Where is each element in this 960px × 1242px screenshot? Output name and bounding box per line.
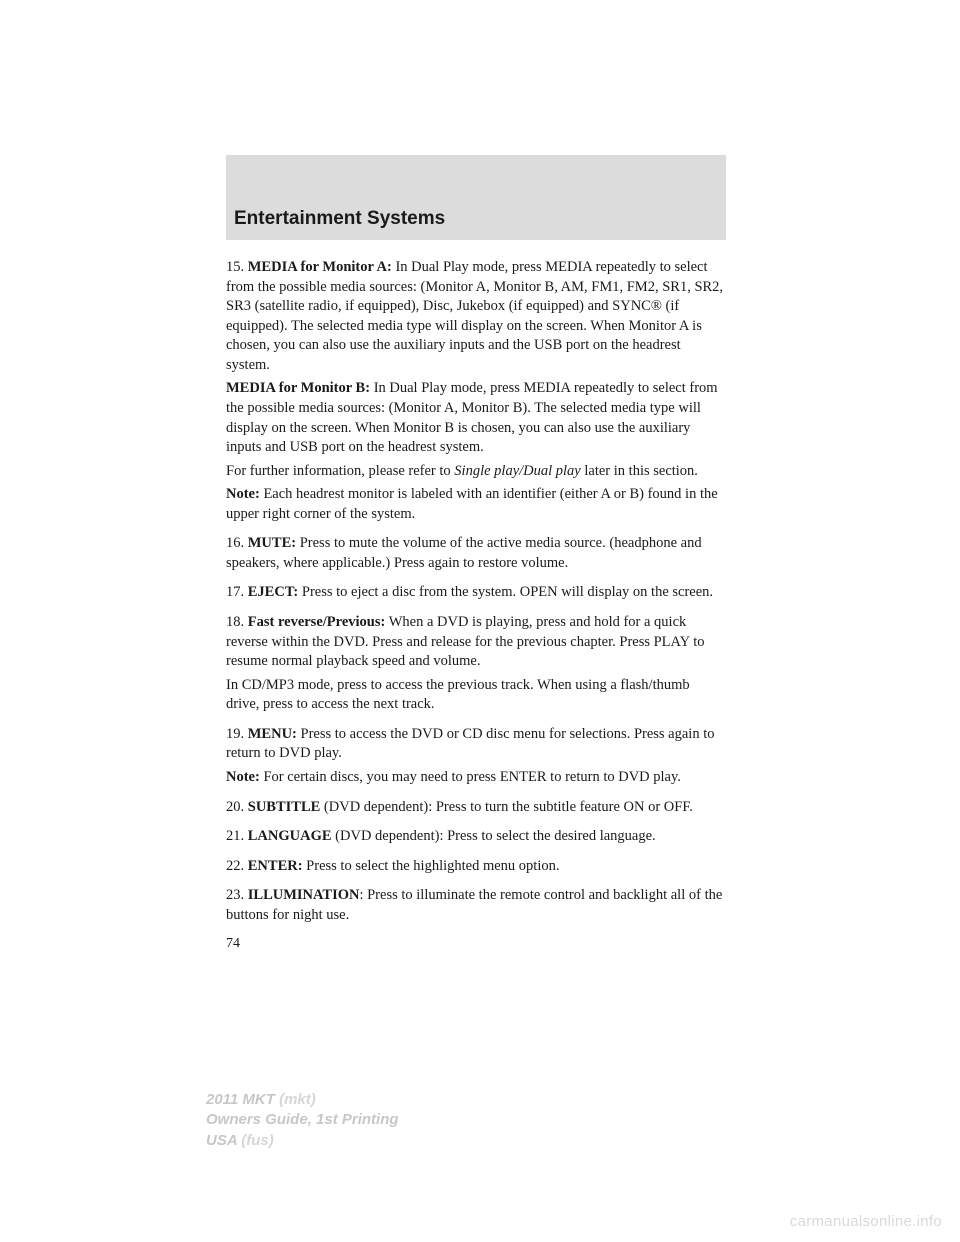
note-label-19: Note:: [226, 769, 260, 785]
text-menu: Press to access the DVD or CD disc menu …: [226, 726, 715, 762]
item-18-fast-reverse: 18. Fast reverse/Previous: When a DVD is…: [226, 613, 726, 672]
item-15-monitor-a: 15. MEDIA for Monitor A: In Dual Play mo…: [226, 258, 726, 375]
watermark-text: carmanualsonline.info: [790, 1213, 942, 1230]
label-fast-reverse: Fast reverse/Previous:: [248, 614, 386, 630]
label-media-monitor-a: MEDIA for Monitor A:: [248, 259, 392, 275]
footer-line-2: Owners Guide, 1st Printing: [206, 1110, 399, 1130]
text-language: (DVD dependent): Press to select the des…: [332, 828, 656, 844]
ref-single-dual-play: Single play/Dual play: [454, 463, 580, 479]
note-text-enter: For certain discs, you may need to press…: [260, 769, 681, 785]
footer-line-3: USA (fus): [206, 1131, 399, 1151]
manual-page: Entertainment Systems 15. MEDIA for Moni…: [226, 155, 726, 954]
item-18-cd-mp3: In CD/MP3 mode, press to access the prev…: [226, 676, 726, 715]
item-19-menu: 19. MENU: Press to access the DVD or CD …: [226, 725, 726, 764]
item-21-language: 21. LANGUAGE (DVD dependent): Press to s…: [226, 827, 726, 847]
item-22-enter: 22. ENTER: Press to select the highlight…: [226, 857, 726, 877]
note-label: Note:: [226, 486, 260, 502]
item-15-monitor-b: MEDIA for Monitor B: In Dual Play mode, …: [226, 379, 726, 457]
label-eject: EJECT:: [248, 584, 299, 600]
text-eject: Press to eject a disc from the system. O…: [298, 584, 713, 600]
label-enter: ENTER:: [248, 858, 303, 874]
label-mute: MUTE:: [248, 535, 296, 551]
item-15-further-info: For further information, please refer to…: [226, 462, 726, 482]
note-text-headrest: Each headrest monitor is labeled with an…: [226, 486, 718, 522]
text-media-monitor-a: In Dual Play mode, press MEDIA repeatedl…: [226, 259, 723, 373]
page-number: 74: [226, 935, 726, 954]
footer-block: 2011 MKT (mkt) Owners Guide, 1st Printin…: [206, 1090, 399, 1151]
item-16-mute: 16. MUTE: Press to mute the volume of th…: [226, 534, 726, 573]
item-15-note: Note: Each headrest monitor is labeled w…: [226, 485, 726, 524]
label-illumination: ILLUMINATION: [248, 887, 360, 903]
text-subtitle: (DVD dependent): Press to turn the subti…: [320, 799, 693, 815]
body-content: 15. MEDIA for Monitor A: In Dual Play mo…: [226, 258, 726, 954]
text-mute: Press to mute the volume of the active m…: [226, 535, 702, 571]
label-language: LANGUAGE: [248, 828, 332, 844]
section-title: Entertainment Systems: [234, 208, 445, 230]
item-20-subtitle: 20. SUBTITLE (DVD dependent): Press to t…: [226, 798, 726, 818]
label-media-monitor-b: MEDIA for Monitor B:: [226, 380, 370, 396]
item-17-eject: 17. EJECT: Press to eject a disc from th…: [226, 583, 726, 603]
item-19-note: Note: For certain discs, you may need to…: [226, 768, 726, 788]
label-subtitle: SUBTITLE: [248, 799, 321, 815]
section-header-bar: Entertainment Systems: [226, 155, 726, 240]
footer-line-1: 2011 MKT (mkt): [206, 1090, 399, 1110]
label-menu: MENU:: [248, 726, 297, 742]
text-enter: Press to select the highlighted menu opt…: [303, 858, 560, 874]
item-23-illumination: 23. ILLUMINATION: Press to illuminate th…: [226, 886, 726, 925]
